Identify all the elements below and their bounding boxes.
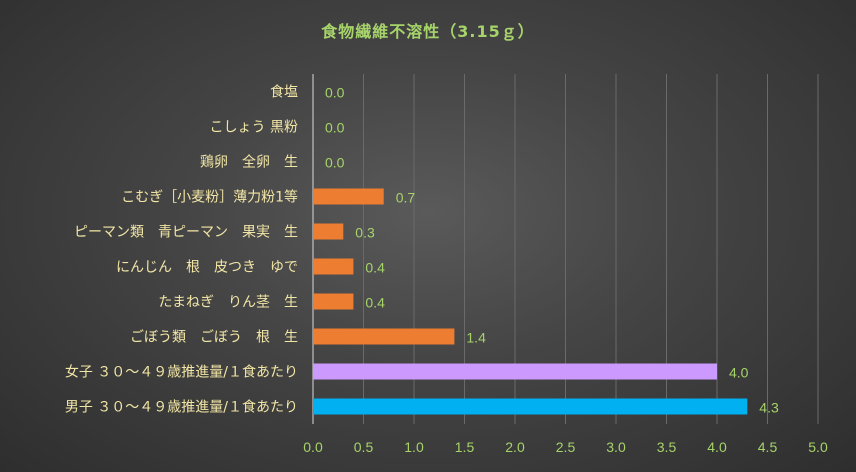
data-label: 0.0 — [325, 85, 345, 101]
x-tick-label: 0.5 — [354, 439, 374, 455]
x-tick-label: 0.0 — [303, 439, 323, 455]
data-label: 4.3 — [759, 400, 779, 416]
bar — [313, 258, 354, 275]
bar — [313, 223, 344, 240]
x-tick-label: 2.5 — [556, 439, 576, 455]
bar — [313, 328, 455, 345]
data-label: 0.3 — [355, 225, 375, 241]
category-label: にんじん 根 皮つき ゆで — [116, 260, 298, 276]
bar — [313, 188, 384, 205]
x-tick-label: 1.5 — [455, 439, 475, 455]
category-label: こしょう 黒粉 — [210, 120, 298, 136]
x-tick-label: 3.5 — [657, 439, 677, 455]
data-label: 1.4 — [466, 330, 486, 346]
x-tick-label: 5.0 — [808, 439, 828, 455]
category-label: 女子 ３０～４９歳推進量/１食あたり — [65, 364, 298, 381]
x-tick-label: 1.0 — [404, 439, 424, 455]
x-tick-label: 4.5 — [758, 439, 778, 455]
category-label: 男子 ３０～４９歳推進量/１食あたり — [65, 399, 298, 416]
data-label: 0.0 — [325, 155, 345, 171]
data-label: 4.0 — [729, 365, 749, 381]
x-tick-label: 4.0 — [707, 439, 727, 455]
data-label: 0.7 — [396, 190, 416, 206]
category-label: こむぎ［小麦粉］薄力粉1等 — [121, 189, 298, 206]
chart-title: 食物繊維不溶性（3.15ｇ） — [321, 22, 535, 41]
data-label: 0.0 — [325, 120, 345, 136]
data-label: 0.4 — [365, 295, 385, 311]
category-label: たまねぎ りん茎 生 — [158, 295, 298, 311]
category-label: 鶏卵 全卵 生 — [200, 154, 298, 171]
x-tick-label: 2.0 — [505, 439, 525, 455]
bar — [313, 363, 717, 380]
x-tick-label: 3.0 — [606, 439, 626, 455]
category-label: 食塩 — [270, 84, 298, 101]
bar — [313, 398, 748, 415]
category-label: ピーマン類 青ピーマン 果実 生 — [74, 225, 298, 241]
bar — [313, 293, 354, 310]
category-label: ごぼう類 ごぼう 根 生 — [130, 330, 298, 346]
data-label: 0.4 — [365, 260, 385, 276]
